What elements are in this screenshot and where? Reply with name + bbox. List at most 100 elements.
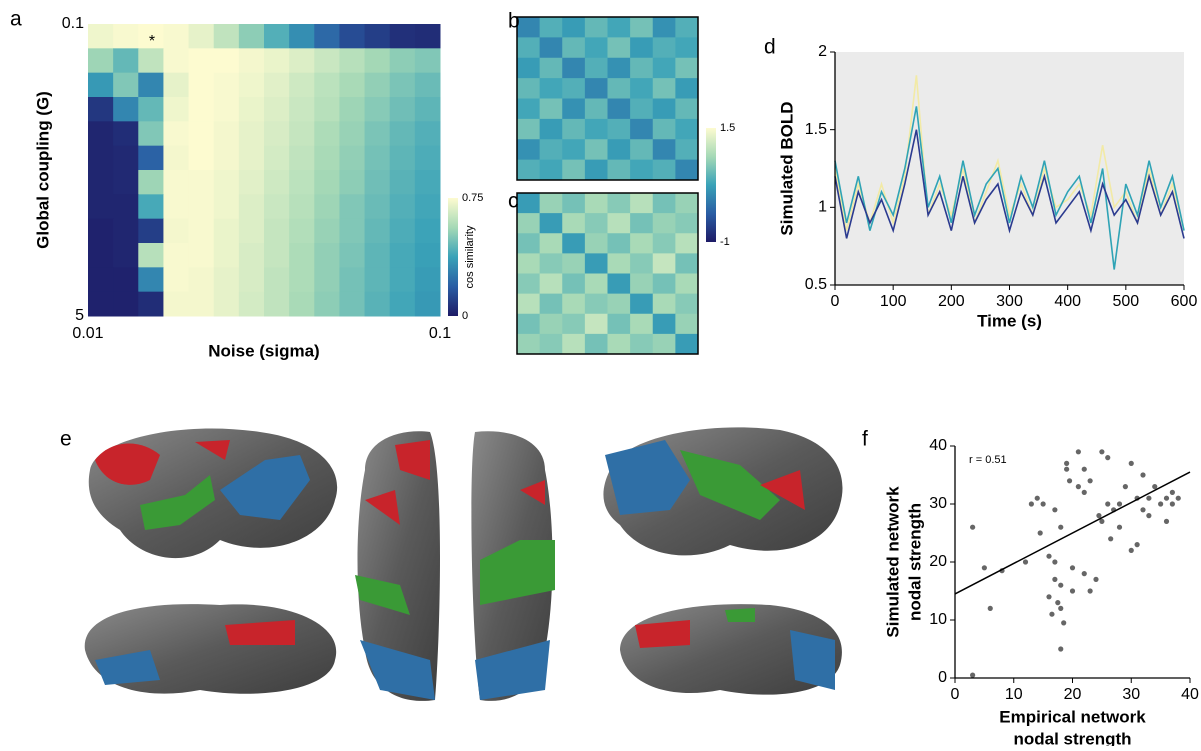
- point: [1093, 576, 1099, 583]
- x-tick-label: 200: [938, 293, 965, 310]
- cell: [238, 24, 265, 49]
- cell: [414, 97, 441, 122]
- cell: [314, 97, 340, 122]
- cell: [238, 97, 265, 122]
- cell: [238, 121, 265, 147]
- panel-label: c: [508, 190, 519, 213]
- point: [970, 524, 976, 530]
- plot-background: [835, 52, 1184, 285]
- cell: [630, 57, 654, 79]
- cell: [389, 72, 416, 98]
- x-tick-label: 400: [1054, 293, 1081, 310]
- cell: [238, 218, 265, 244]
- cell: [138, 218, 164, 244]
- cell: [517, 57, 541, 79]
- cell: [584, 333, 608, 355]
- colorbar-tick-label: 0.75: [462, 192, 483, 204]
- cell: [389, 24, 416, 49]
- cell: [213, 72, 240, 98]
- point: [970, 672, 976, 678]
- cell: [364, 243, 391, 268]
- cell: [88, 194, 114, 220]
- cell: [289, 218, 315, 244]
- cell: [213, 170, 240, 195]
- cell: [163, 170, 190, 195]
- cell: [414, 121, 441, 147]
- cell: [562, 159, 586, 181]
- point: [1134, 542, 1140, 548]
- y-axis-label: Simulated BOLD: [777, 101, 796, 235]
- cell: [213, 267, 240, 293]
- point: [1169, 489, 1175, 495]
- cell: [163, 291, 190, 317]
- region-blue: [220, 455, 310, 520]
- cell: [584, 159, 608, 181]
- cell: [314, 145, 340, 171]
- region-green: [725, 608, 755, 622]
- cell: [188, 24, 215, 49]
- cell: [113, 72, 139, 98]
- cell: [607, 273, 631, 295]
- cell: [289, 121, 315, 147]
- point: [1175, 495, 1181, 501]
- cell: [339, 97, 366, 122]
- colorbar-tick-label: 0: [462, 310, 468, 322]
- cell: [539, 193, 563, 214]
- x-axis-label: Time (s): [977, 311, 1042, 330]
- cell: [675, 313, 699, 335]
- cell: [630, 253, 654, 274]
- y-tick-label: 0.5: [805, 276, 827, 293]
- point: [1087, 588, 1093, 594]
- cell: [584, 233, 608, 254]
- cell: [88, 24, 114, 49]
- cell: [389, 121, 416, 147]
- cell: [314, 218, 340, 244]
- region-blue: [605, 440, 690, 515]
- cell: [539, 78, 563, 99]
- cell: [339, 194, 366, 220]
- cell: [238, 243, 265, 268]
- cell: [88, 291, 114, 317]
- cell: [517, 293, 541, 315]
- cell: [163, 48, 190, 74]
- cell: [675, 213, 699, 234]
- cell: [607, 17, 631, 38]
- point: [1128, 460, 1134, 466]
- cell: [264, 72, 290, 98]
- cell: [289, 48, 315, 74]
- cell: [163, 121, 190, 147]
- cell: [364, 121, 391, 147]
- cell: [188, 145, 215, 171]
- cell: [289, 145, 315, 171]
- cell: [539, 159, 563, 181]
- cell: [88, 145, 114, 171]
- cell: [264, 170, 290, 195]
- cell: [264, 218, 290, 244]
- cell: [314, 243, 340, 268]
- point: [1049, 611, 1055, 617]
- x-tick-label: 600: [1171, 293, 1198, 310]
- point: [1105, 501, 1111, 507]
- cell: [562, 118, 586, 140]
- cell: [562, 139, 586, 161]
- cell: [289, 291, 315, 317]
- cell: [339, 291, 366, 317]
- cell: [339, 72, 366, 98]
- region-red: [520, 480, 545, 505]
- matrix-frame: [516, 192, 699, 355]
- cell: [584, 273, 608, 295]
- point: [1034, 495, 1040, 501]
- cell: [113, 97, 139, 122]
- cell: [584, 37, 608, 59]
- cell: [652, 233, 676, 254]
- cell: [539, 273, 563, 295]
- cell: [414, 267, 441, 293]
- cell: [652, 333, 676, 355]
- y-tick-label: 20: [929, 553, 947, 570]
- region-blue: [790, 630, 835, 690]
- cell: [562, 78, 586, 99]
- panel-label: b: [508, 10, 520, 33]
- cell: [584, 253, 608, 274]
- cell: [88, 97, 114, 122]
- cell: [675, 273, 699, 295]
